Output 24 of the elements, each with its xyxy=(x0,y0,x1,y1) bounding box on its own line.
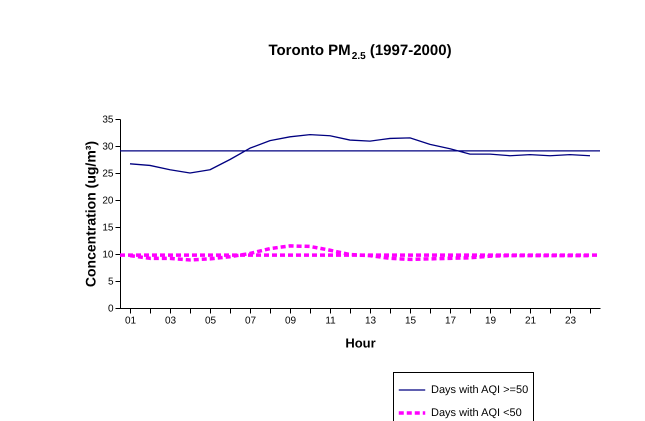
y-tick-label: 5 xyxy=(108,276,114,288)
y-tick-label: 15 xyxy=(102,222,114,234)
y-tick-label: 0 xyxy=(108,304,114,314)
y-tick-label: 35 xyxy=(102,114,114,126)
x-tick-label: 13 xyxy=(364,316,376,326)
y-axis-title: Concentration (ug/m³) xyxy=(82,140,98,288)
x-tick-label: 05 xyxy=(204,316,216,326)
x-tick-label: 21 xyxy=(524,316,536,326)
x-axis-title: Hour xyxy=(345,336,376,350)
y-tick-label: 30 xyxy=(102,142,114,152)
x-tick-label: 17 xyxy=(444,316,456,326)
x-tick-label: 19 xyxy=(484,316,496,326)
x-tick-label: 01 xyxy=(124,316,136,326)
x-tick-label: 23 xyxy=(564,316,576,326)
y-tick-label: 10 xyxy=(102,250,114,260)
x-tick-label: 11 xyxy=(325,316,336,326)
y-tick-label: 20 xyxy=(102,196,114,206)
legend-label: Days with AQI <50 xyxy=(431,407,522,419)
x-tick-label: 09 xyxy=(284,316,296,326)
x-tick-label: 03 xyxy=(164,316,176,326)
y-tick-label: 25 xyxy=(102,168,114,180)
x-tick-label: 15 xyxy=(404,316,416,326)
x-tick-label: 07 xyxy=(244,316,256,326)
legend-label: Days with AQI >=50 xyxy=(431,384,528,396)
